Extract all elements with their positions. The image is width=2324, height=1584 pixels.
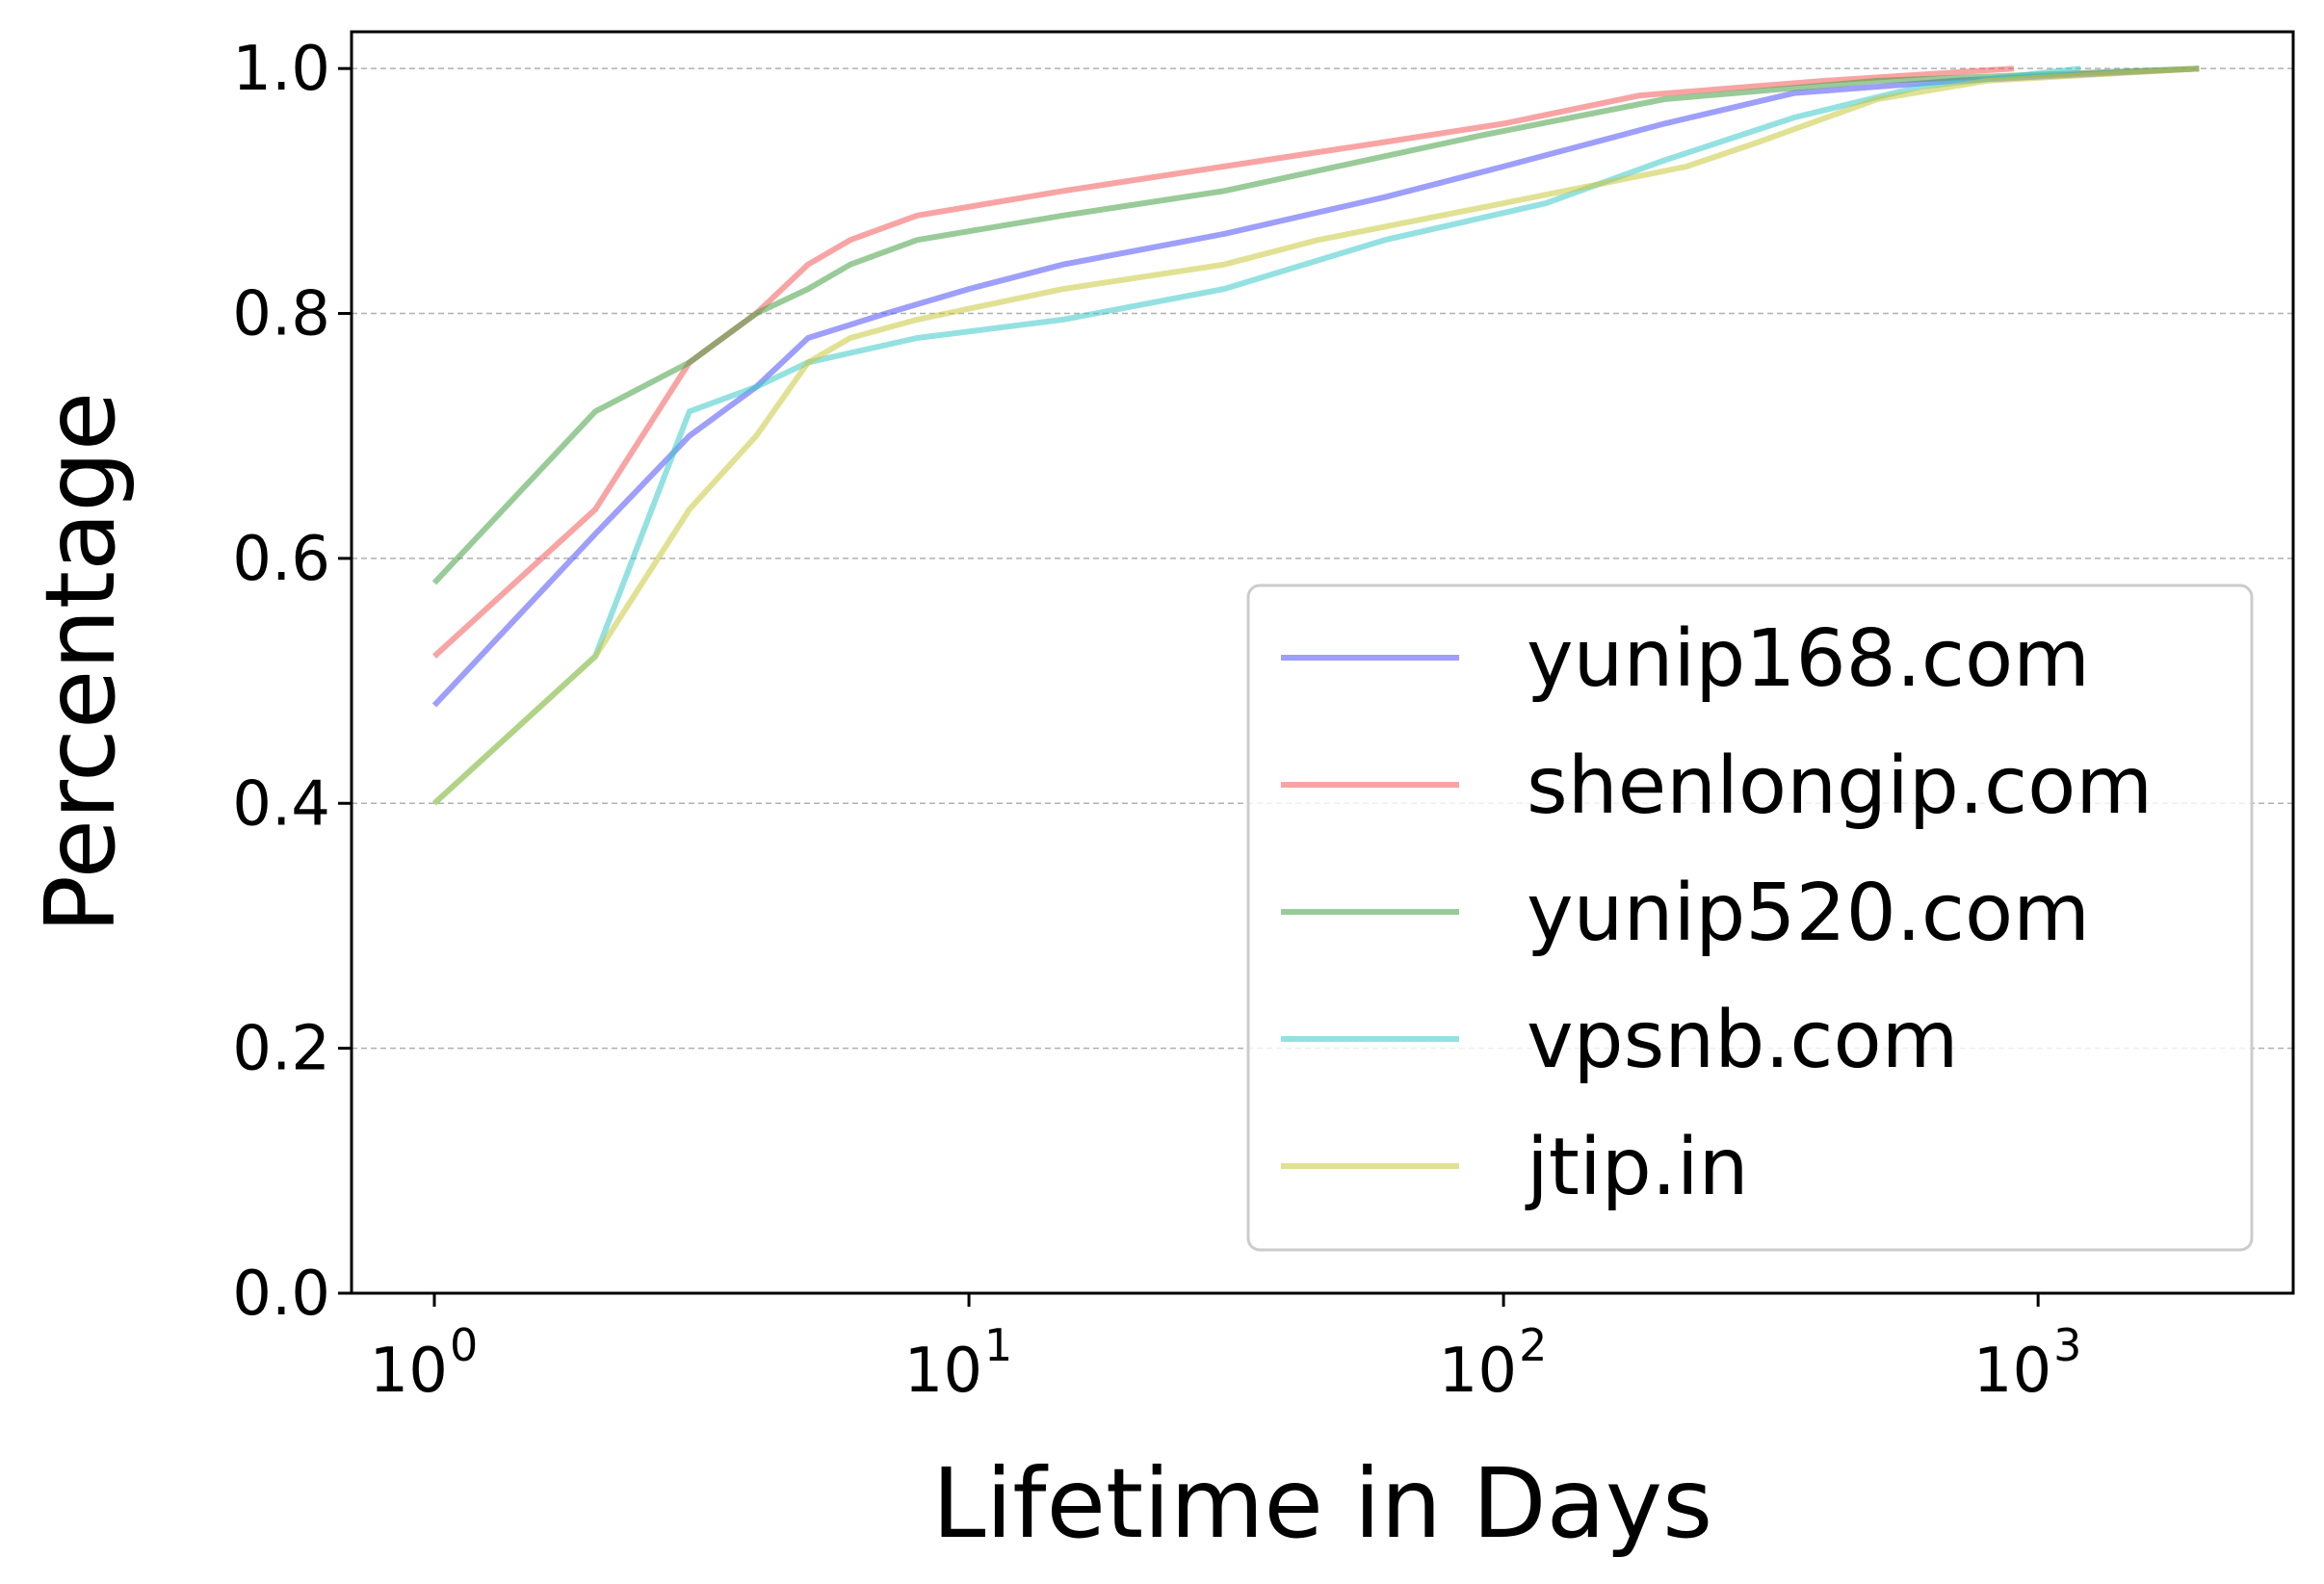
series-line [431,65,2200,708]
x-tick-label: 10 3 [1973,1319,2082,1407]
x-tick-base: 10 [370,1336,448,1407]
legend-label: yunip520.com [1527,868,2090,959]
x-tick-base: 10 [904,1336,982,1407]
y-tick-label: 1.0 [232,34,330,105]
x-axis-ticks: 10 0 10 1 10 2 10 3 [370,1293,2082,1407]
legend: yunip168.com shenlongip.com yunip520.com vp… [1246,584,2254,1252]
y-axis-label: Percentage [24,392,137,934]
y-axis-ticks: 0.0 0.2 0.4 0.6 0.8 1.0 [232,34,352,1330]
legend-label: vpsnb.com [1527,995,1959,1086]
legend-entry: shenlongip.com [1281,740,2153,832]
legend-label: shenlongip.com [1527,740,2153,832]
legend-entry: yunip168.com [1281,613,2090,705]
legend-label: jtip.in [1525,1122,1749,1213]
x-tick-exponent: 3 [2053,1319,2081,1371]
legend-entry: jtip.in [1281,1122,1749,1213]
legend-label: yunip168.com [1527,613,2090,705]
legend-items: yunip168.com shenlongip.com yunip520.com vp… [1281,613,2153,1213]
x-axis-label: Lifetime in Days [932,1447,1712,1560]
legend-box [1246,584,2254,1252]
legend-entry: yunip520.com [1281,868,2090,959]
x-tick-exponent: 2 [1519,1319,1547,1371]
y-tick-label: 0.4 [232,768,330,840]
y-tick-label: 0.2 [232,1014,330,1085]
x-tick-label: 10 2 [1439,1319,1548,1407]
legend-entry: vpsnb.com [1281,995,1959,1086]
x-tick-base: 10 [1439,1336,1517,1407]
y-tick-label: 0.8 [232,279,330,351]
y-tick-label: 0.6 [232,524,330,595]
y-tick-label: 0.0 [232,1259,330,1330]
series-lines [431,65,2200,806]
series-line [431,65,2200,585]
series-line [431,65,2200,806]
x-tick-exponent: 0 [450,1319,478,1371]
plot-frame [350,30,2295,1295]
x-tick-label: 10 0 [370,1319,479,1407]
x-tick-label: 10 1 [904,1319,1013,1407]
series-line [431,65,2081,806]
x-tick-base: 10 [1973,1336,2051,1407]
x-tick-exponent: 1 [984,1319,1012,1371]
